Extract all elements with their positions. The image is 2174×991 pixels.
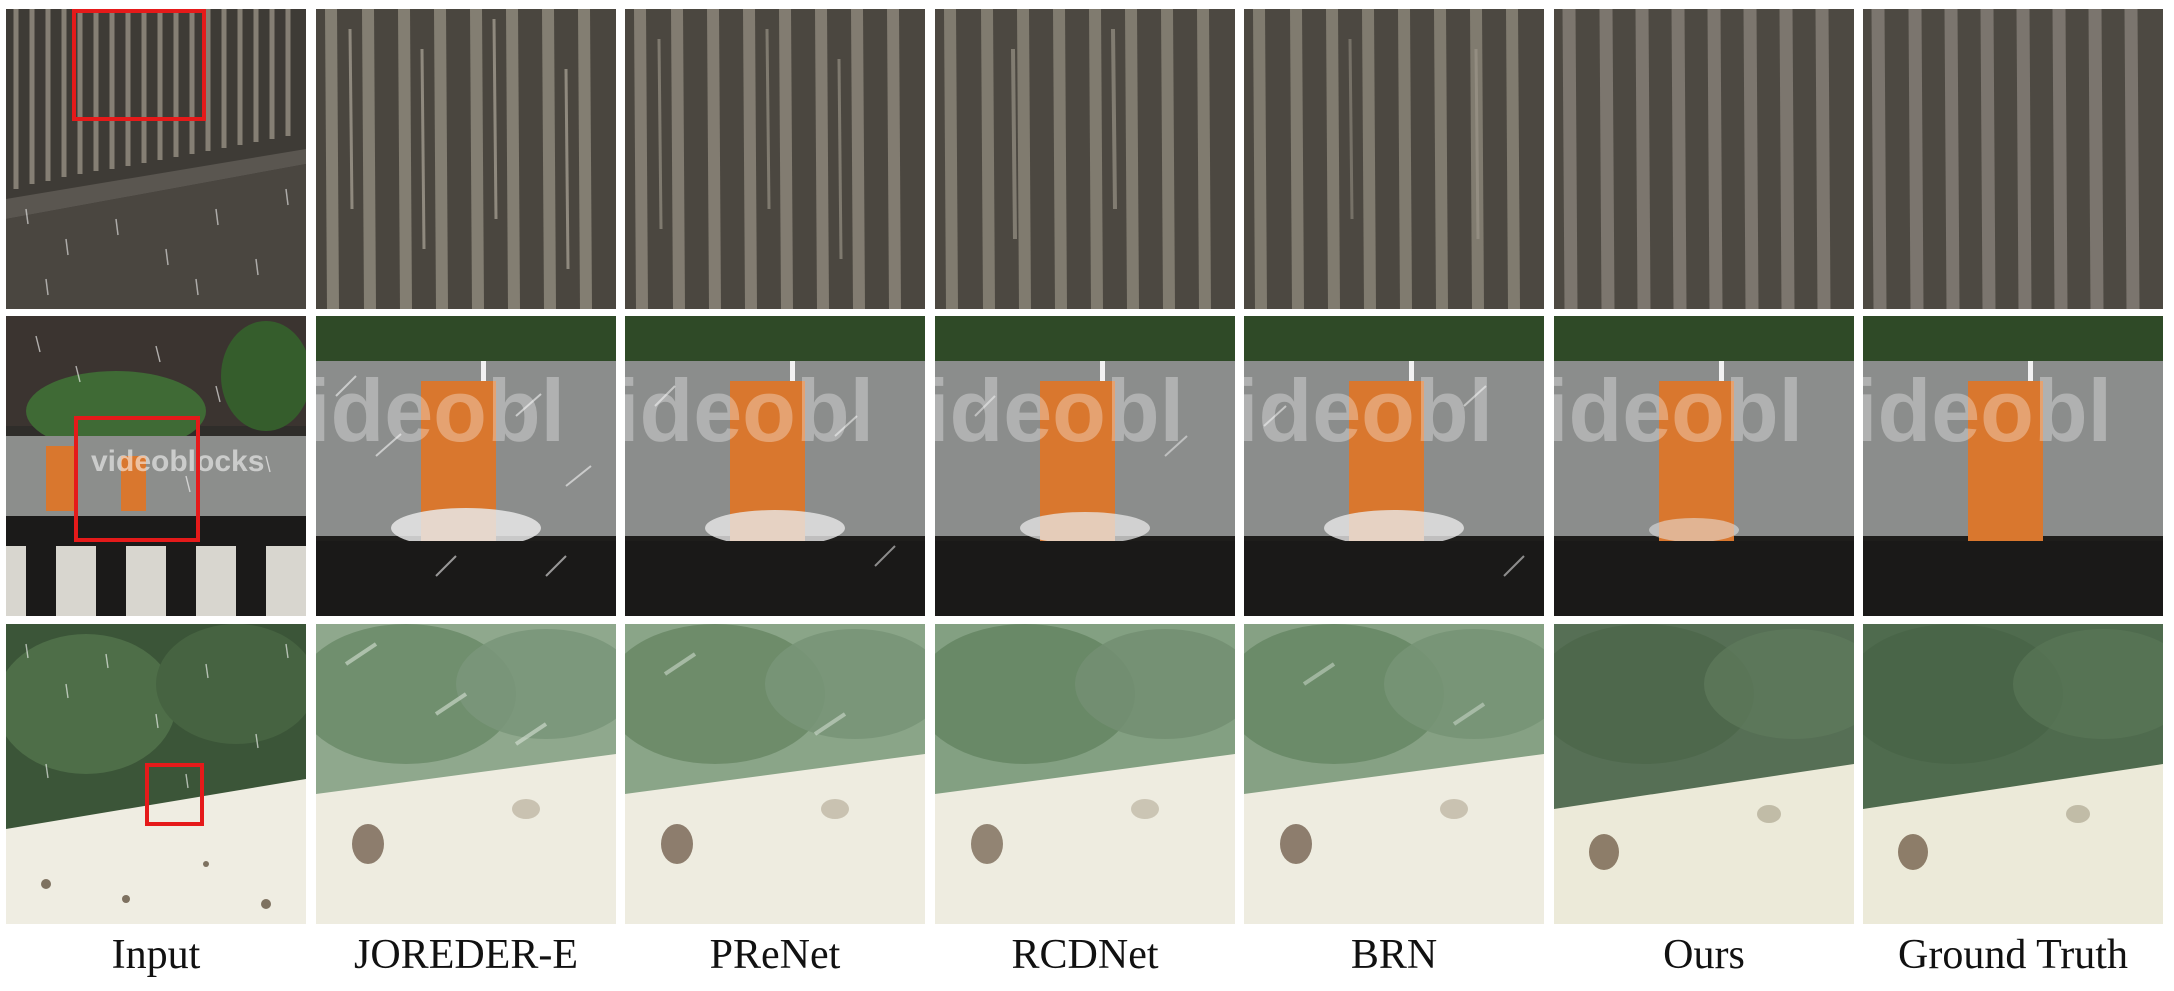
- label-brn: BRN: [1350, 932, 1438, 978]
- row2-ours: ideobl: [1554, 316, 1854, 616]
- row2-rcdnet-watermark: ideobl: [935, 361, 1184, 460]
- label-rcdnet: RCDNet: [1011, 932, 1159, 978]
- label-input: Input: [111, 932, 201, 978]
- row1-joreder-e: [316, 9, 616, 309]
- row1-ours: [1554, 9, 1854, 309]
- row2-joreder-e-watermark: ideobl: [316, 361, 565, 460]
- highlight-box: [74, 416, 200, 542]
- row2-input: videoblocks: [6, 316, 306, 616]
- row1-input: [6, 9, 306, 309]
- row3-input: [6, 624, 306, 924]
- row2-brn-watermark: ideobl: [1244, 361, 1493, 460]
- row2-joreder-e: ideobl: [316, 316, 616, 616]
- row3-prenet: [625, 624, 925, 924]
- row3-brn: [1244, 624, 1544, 924]
- row1-ground-truth: [1863, 9, 2163, 309]
- row2-brn: ideobl: [1244, 316, 1544, 616]
- row3-joreder-e: [316, 624, 616, 924]
- label-prenet: PReNet: [709, 932, 841, 978]
- label-ground-truth: Ground Truth: [1898, 932, 2128, 978]
- label-ours: Ours: [1663, 932, 1745, 978]
- row2-rcdnet: ideobl: [935, 316, 1235, 616]
- highlight-box: [72, 9, 206, 121]
- row1-prenet: [625, 9, 925, 309]
- row3-ours: [1554, 624, 1854, 924]
- row1-brn: [1244, 9, 1544, 309]
- label-joreder-e: JOREDER-E: [354, 932, 578, 978]
- row3-ground-truth: [1863, 624, 2163, 924]
- row1-rcdnet: [935, 9, 1235, 309]
- row2-ground-truth-watermark: ideobl: [1863, 361, 2112, 460]
- row2-prenet-watermark: ideobl: [625, 361, 874, 460]
- row2-ours-watermark: ideobl: [1554, 361, 1803, 460]
- row2-input-watermark: videoblocks: [91, 445, 264, 478]
- row3-rcdnet: [935, 624, 1235, 924]
- row2-ground-truth: ideobl: [1863, 316, 2163, 616]
- highlight-box: [145, 763, 204, 826]
- row2-prenet: ideobl: [625, 316, 925, 616]
